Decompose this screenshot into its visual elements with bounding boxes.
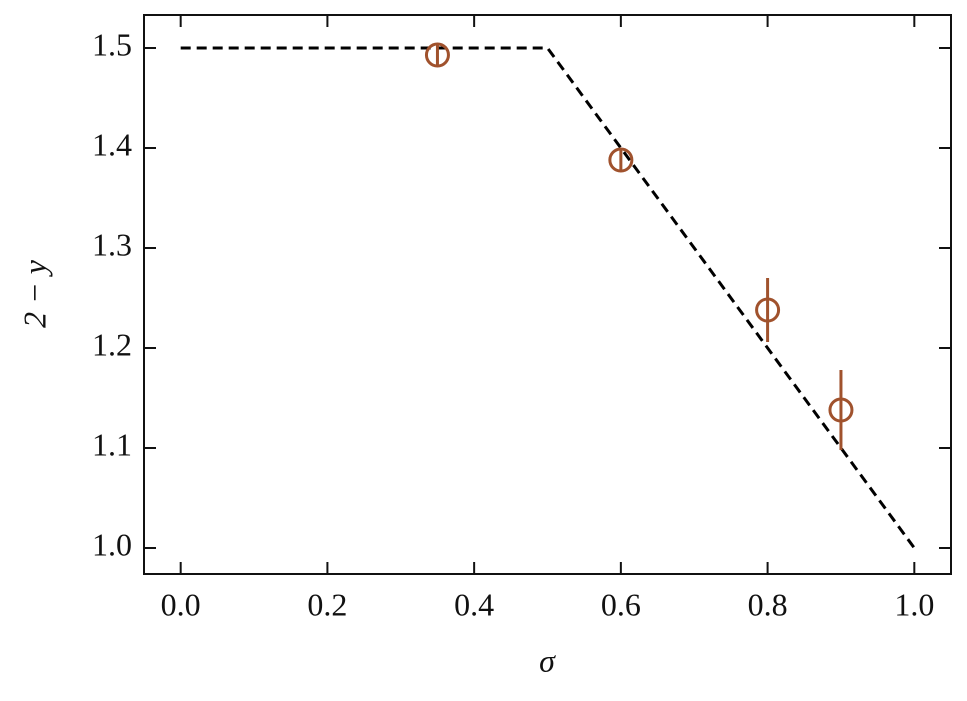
x-tick-label: 1.0 bbox=[894, 586, 934, 622]
y-tick-label: 1.4 bbox=[92, 126, 132, 162]
marker bbox=[424, 42, 450, 68]
marker bbox=[755, 297, 781, 323]
y-tick-label: 1.5 bbox=[92, 26, 132, 62]
x-tick-label: 0.8 bbox=[748, 586, 788, 622]
y-tick-label: 1.1 bbox=[92, 426, 132, 462]
x-tick-label: 0.0 bbox=[161, 586, 201, 622]
x-tick-label: 0.2 bbox=[307, 586, 347, 622]
x-axis-label: σ bbox=[539, 642, 556, 678]
x-tick-label: 0.4 bbox=[454, 586, 494, 622]
x-tick-label: 0.6 bbox=[601, 586, 641, 622]
y-tick-label: 1.0 bbox=[92, 526, 132, 562]
y-tick-label: 1.3 bbox=[92, 226, 132, 262]
plot-frame bbox=[143, 14, 952, 575]
marker bbox=[828, 397, 854, 423]
y-axis-label: 2 − y bbox=[16, 259, 52, 328]
y-tick-label: 1.2 bbox=[92, 326, 132, 362]
marker bbox=[608, 147, 634, 173]
dashed-line bbox=[180, 46, 916, 549]
